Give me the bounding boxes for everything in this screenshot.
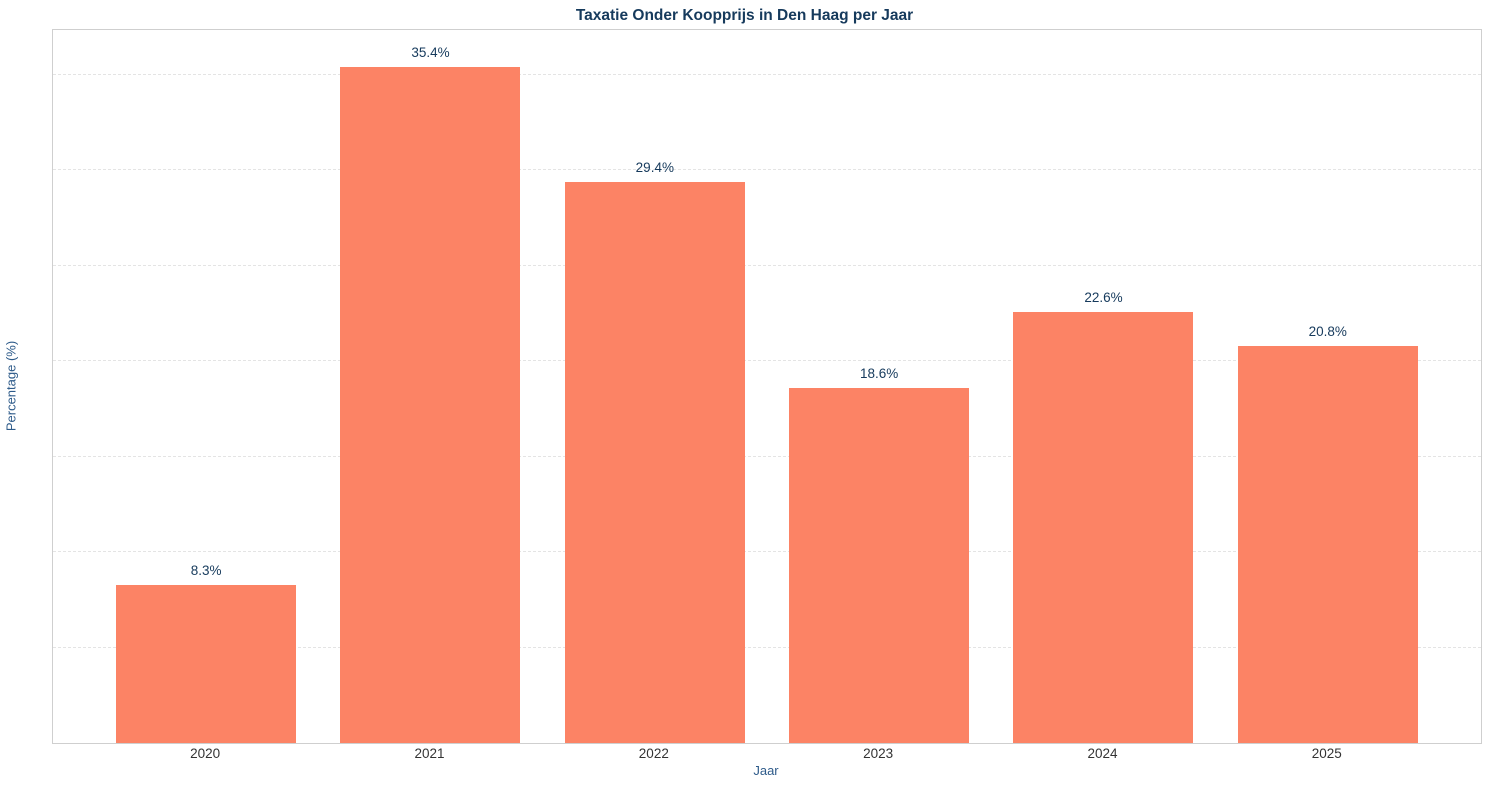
gridline (53, 360, 1481, 362)
plot-area: 8.3% 35.4% 29.4% 18.6% 22.6% 20.8% (52, 29, 1482, 744)
bar-slot-2021: 35.4% (318, 30, 542, 743)
bars-container: 8.3% 35.4% 29.4% 18.6% 22.6% 20.8% (53, 30, 1481, 743)
bar-2023 (789, 387, 970, 743)
x-tick-label: 2024 (1087, 746, 1118, 761)
bar-slot-2022: 29.4% (543, 30, 767, 743)
gridline (53, 264, 1481, 266)
bar-2021 (340, 67, 521, 743)
x-axis-tick-labels: 2020 2021 2022 2023 2024 2025 (52, 746, 1480, 761)
chart-title: Taxatie Onder Koopprijs in Den Haag per … (575, 7, 914, 24)
bar-value-label: 8.3% (190, 562, 222, 578)
bar-slot-2020: 8.3% (94, 30, 318, 743)
bar-2020 (116, 584, 297, 743)
bar-2024 (1013, 311, 1194, 743)
bar-value-label: 18.6% (860, 365, 899, 381)
bar-slot-2025: 20.8% (1216, 30, 1440, 743)
x-tick-label: 2021 (414, 746, 445, 761)
bar-slot-2023: 18.6% (767, 30, 991, 743)
x-tick-label: 2020 (190, 746, 221, 761)
x-tick-label: 2023 (863, 746, 894, 761)
bar-2025 (1237, 345, 1418, 743)
x-tick-label: 2025 (1311, 746, 1342, 761)
bar-value-label: 22.6% (1084, 289, 1123, 305)
gridline (53, 646, 1481, 648)
gridline (53, 455, 1481, 457)
gridline (53, 169, 1481, 171)
bar-2022 (564, 181, 745, 743)
gridline (53, 551, 1481, 553)
x-axis-title: Jaar (753, 763, 779, 778)
bar-slot-2024: 22.6% (991, 30, 1215, 743)
x-tick-label: 2022 (638, 746, 669, 761)
bar-value-label: 35.4% (411, 45, 450, 61)
bar-value-label: 29.4% (635, 159, 674, 175)
gridline (53, 73, 1481, 75)
bar-value-label: 20.8% (1308, 323, 1347, 339)
y-axis-title: Percentage (%) (3, 340, 19, 432)
